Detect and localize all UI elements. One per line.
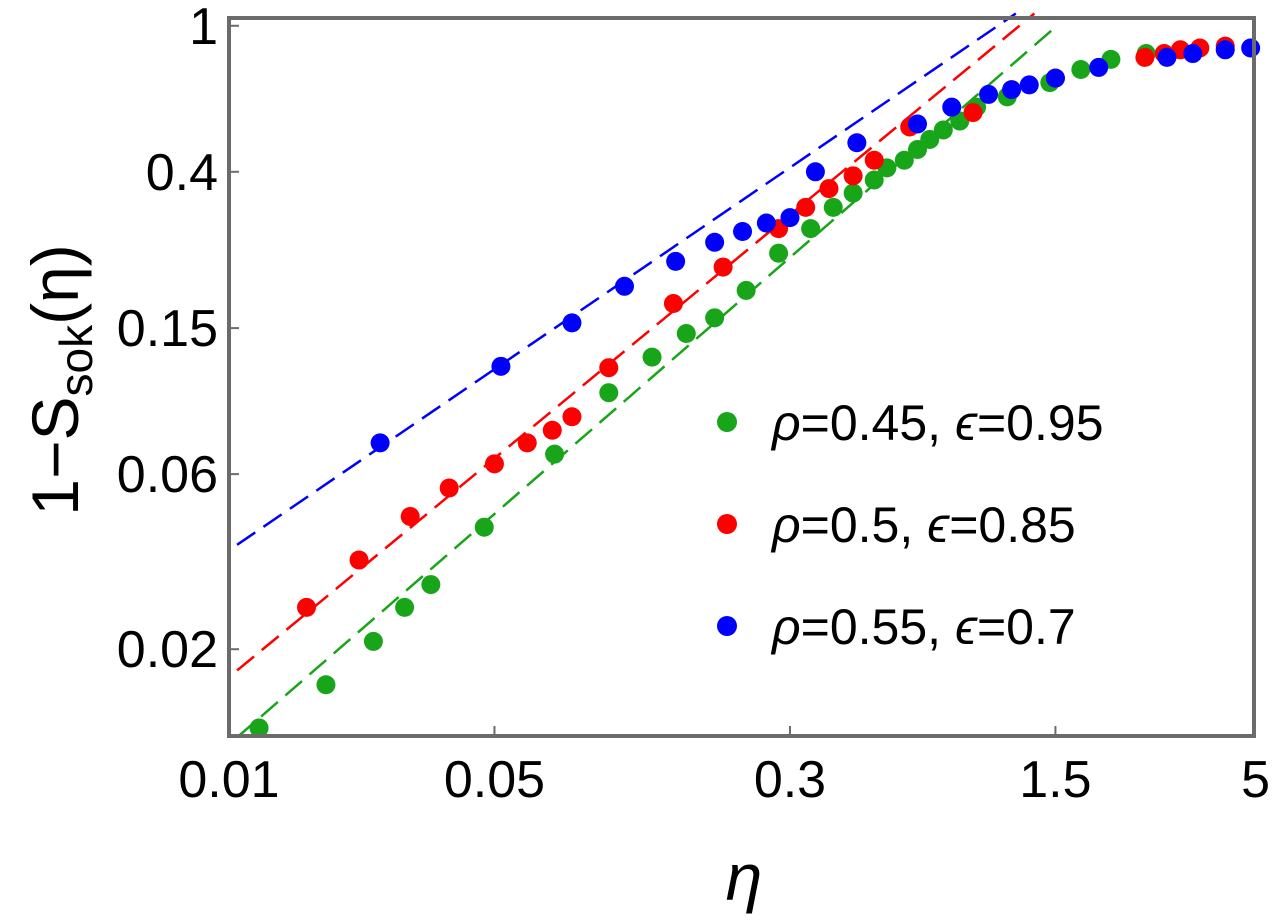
y-tick-label: 1 — [189, 0, 218, 56]
data-point-green — [823, 197, 843, 217]
data-point-green — [599, 383, 619, 403]
data-point-red — [349, 550, 369, 570]
x-tick-label: 0.01 — [178, 751, 279, 809]
data-point-green — [769, 243, 789, 263]
data-point-blue — [907, 114, 927, 134]
data-point-red — [713, 257, 733, 277]
data-point-red — [663, 294, 683, 314]
data-point-red — [400, 506, 420, 526]
y-tick-label: 0.4 — [146, 144, 218, 202]
legend-marker-green — [717, 412, 737, 432]
x-axis-title: η — [726, 840, 763, 914]
data-point-blue — [756, 213, 776, 233]
data-point-red — [864, 150, 884, 170]
plot-background — [229, 18, 1254, 736]
data-point-blue — [1045, 68, 1065, 88]
data-point-green — [705, 308, 725, 328]
data-point-blue — [979, 84, 999, 104]
x-tick-label: 1.5 — [1019, 751, 1091, 809]
data-point-blue — [491, 356, 511, 376]
data-points — [249, 36, 1261, 738]
data-point-green — [642, 347, 662, 367]
legend: ρ=0.45, ϵ=0.95 ρ=0.5, ϵ=0.85 ρ=0.55, ϵ=0.7 — [717, 395, 1104, 655]
legend-marker-blue — [717, 616, 737, 636]
data-point-green — [249, 718, 269, 738]
legend-label-red: ρ=0.5, ϵ=0.85 — [770, 497, 1076, 553]
data-point-green — [920, 129, 940, 149]
data-point-blue — [1002, 80, 1022, 100]
data-point-blue — [666, 251, 686, 271]
data-point-green — [933, 120, 953, 140]
data-point-red — [819, 179, 839, 199]
data-point-blue — [1089, 57, 1109, 77]
data-point-blue — [780, 208, 800, 228]
data-point-blue — [847, 133, 867, 153]
data-point-blue — [705, 232, 725, 252]
data-point-red — [843, 166, 863, 186]
x-tick-label: 0.3 — [754, 751, 826, 809]
data-point-green — [864, 170, 884, 190]
data-point-green — [421, 575, 441, 595]
data-point-blue — [614, 276, 634, 296]
data-point-green — [736, 280, 756, 300]
data-point-green — [676, 324, 696, 344]
y-axis-title-suffix: (η) — [18, 244, 92, 325]
data-point-red — [1135, 47, 1155, 67]
data-point-green — [395, 597, 415, 617]
data-point-green — [316, 675, 336, 695]
data-point-green — [363, 631, 383, 651]
data-point-red — [542, 420, 562, 440]
legend-marker-red — [717, 514, 737, 534]
data-point-blue — [733, 222, 753, 242]
data-point-green — [843, 183, 863, 203]
legend-label-blue: ρ=0.55, ϵ=0.7 — [770, 599, 1076, 655]
data-point-red — [562, 407, 582, 427]
data-point-blue — [562, 313, 582, 333]
data-point-red — [297, 597, 317, 617]
x-tick-label: 0.05 — [444, 751, 545, 809]
y-tick-label: 0.15 — [117, 300, 218, 358]
y-axis-title-subscript: sok — [50, 324, 102, 397]
data-point-blue — [1215, 40, 1235, 60]
data-point-green — [894, 150, 914, 170]
y-axis-title-prefix: 1−S — [18, 396, 92, 515]
data-point-red — [599, 358, 619, 378]
data-point-red — [439, 478, 459, 498]
plot-frame — [227, 16, 1256, 738]
y-tick-label: 0.06 — [117, 446, 218, 504]
fit-line-blue — [236, 12, 1017, 546]
x-tick-labels: 0.01 0.05 0.3 1.5 5 — [178, 751, 1270, 809]
data-point-blue — [1183, 44, 1203, 64]
data-point-green — [1071, 60, 1091, 80]
data-point-green — [801, 219, 821, 239]
data-point-red — [796, 197, 816, 217]
data-point-blue — [370, 433, 390, 453]
data-point-blue — [1157, 47, 1177, 67]
y-axis-title: 1−Ssok(η) — [18, 244, 102, 516]
data-point-green — [545, 444, 565, 464]
x-tick-label: 5 — [1241, 751, 1270, 809]
y-tick-label: 0.02 — [117, 621, 218, 679]
data-point-blue — [1241, 38, 1261, 58]
data-point-blue — [1019, 75, 1039, 95]
data-point-red — [963, 103, 983, 123]
data-point-red — [484, 454, 504, 474]
data-point-blue — [942, 97, 962, 117]
svg-text:1−Ssok(η): 1−Ssok(η) — [18, 244, 102, 516]
data-point-red — [517, 433, 537, 453]
y-tick-labels: 0.02 0.06 0.15 0.4 1 — [117, 0, 218, 679]
fit-line-red — [236, 12, 1036, 672]
data-point-green — [474, 517, 494, 537]
legend-label-green: ρ=0.45, ϵ=0.95 — [770, 395, 1104, 451]
data-point-blue — [805, 162, 825, 182]
